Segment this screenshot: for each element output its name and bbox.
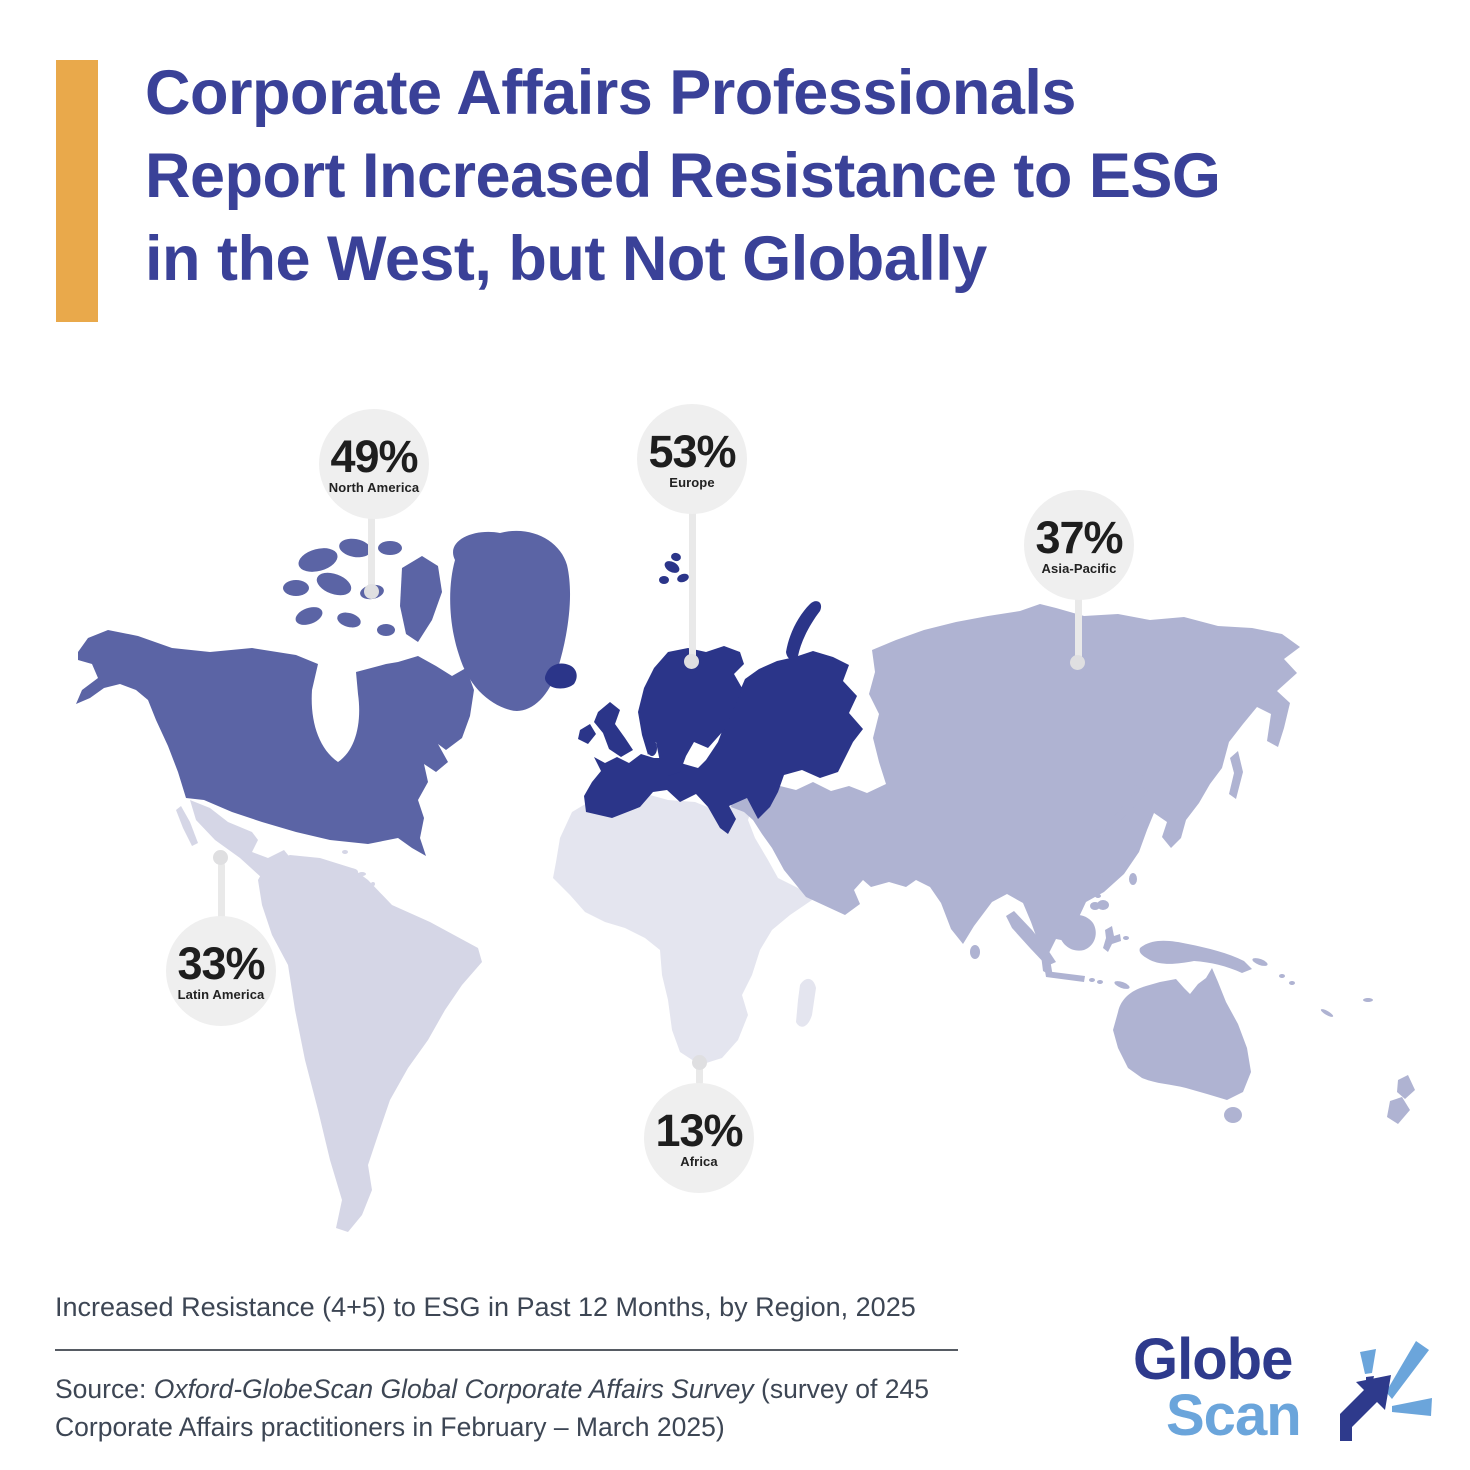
map-region-europe bbox=[544, 552, 863, 834]
region-label: North America bbox=[328, 479, 420, 495]
region-value: 13% bbox=[655, 1104, 743, 1156]
footer-divider bbox=[55, 1349, 958, 1351]
region-label: Asia-Pacific bbox=[1041, 560, 1117, 576]
globescan-logo-globe-text: Globe bbox=[1133, 1327, 1293, 1392]
region-bubble-asia-pacific: 37% Asia-Pacific bbox=[1024, 490, 1134, 600]
map-region-africa bbox=[553, 792, 816, 1065]
region-value: 49% bbox=[330, 430, 418, 482]
region-label: Africa bbox=[680, 1153, 718, 1169]
map-region-north-america bbox=[76, 530, 571, 856]
source-survey-name: Oxford-GlobeScan Global Corporate Affair… bbox=[153, 1374, 754, 1404]
map-region-asia-pacific bbox=[731, 604, 1415, 1124]
callout-stem-asia-pacific bbox=[1075, 595, 1082, 661]
callout-anchor-dot-asia-pacific bbox=[1070, 655, 1085, 670]
region-value: 37% bbox=[1035, 511, 1123, 563]
region-bubble-africa: 13% Africa bbox=[644, 1083, 754, 1193]
region-label: Latin America bbox=[177, 986, 265, 1002]
map-region-latin-america bbox=[176, 800, 482, 1232]
title-line-3: in the West, but Not Globally bbox=[145, 224, 987, 294]
callout-stem-north-america bbox=[368, 514, 375, 590]
title-line-2: Report Increased Resistance to ESG bbox=[145, 141, 1221, 211]
globescan-logo-scan-text: Scan bbox=[1166, 1383, 1302, 1448]
region-value: 53% bbox=[648, 425, 736, 477]
region-bubble-europe: 53% Europe bbox=[637, 404, 747, 514]
callout-anchor-dot-latin-america bbox=[213, 850, 228, 865]
region-value: 33% bbox=[177, 937, 265, 989]
callout-anchor-dot-africa bbox=[692, 1055, 707, 1070]
source-note: Source: Oxford-GlobeScan Global Corporat… bbox=[55, 1370, 935, 1446]
title-accent-bar bbox=[56, 60, 98, 322]
callout-anchor-dot-europe bbox=[684, 654, 699, 669]
callout-stem-africa bbox=[696, 1064, 703, 1086]
title-line-1: Corporate Affairs Professionals bbox=[145, 58, 1076, 128]
source-prefix: Source: bbox=[55, 1374, 154, 1404]
region-bubble-latin-america: 33% Latin America bbox=[166, 916, 276, 1026]
source-detail: (survey of 245 Corporate Affairs practit… bbox=[55, 1374, 929, 1442]
globescan-logo-icon bbox=[1340, 1341, 1432, 1441]
callout-anchor-dot-north-america bbox=[364, 584, 379, 599]
callout-stem-europe bbox=[689, 509, 696, 659]
region-label: Europe bbox=[669, 474, 715, 490]
region-bubble-north-america: 49% North America bbox=[319, 409, 429, 519]
callout-stem-latin-america bbox=[218, 862, 225, 920]
page-title: Corporate Affairs Professionals Report I… bbox=[145, 52, 1425, 301]
chart-caption: Increased Resistance (4+5) to ESG in Pas… bbox=[55, 1292, 916, 1322]
